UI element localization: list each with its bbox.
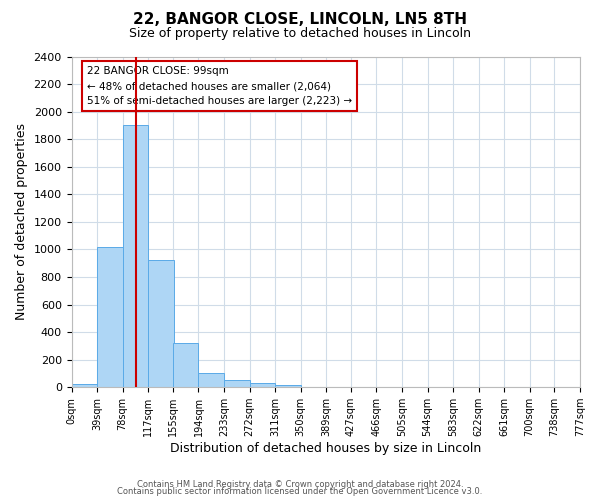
Bar (224, 380, 250, 387)
Y-axis label: Number of detached properties: Number of detached properties (15, 124, 28, 320)
Text: Size of property relative to detached houses in Lincoln: Size of property relative to detached ho… (129, 28, 471, 40)
Bar (148, 260, 173, 387)
Text: Contains HM Land Registry data © Crown copyright and database right 2024.: Contains HM Land Registry data © Crown c… (137, 480, 463, 489)
Bar (199, 373, 224, 387)
Text: 22, BANGOR CLOSE, LINCOLN, LN5 8TH: 22, BANGOR CLOSE, LINCOLN, LN5 8TH (133, 12, 467, 28)
Bar (71, 384, 97, 387)
Bar (275, 385, 301, 387)
Bar (173, 343, 199, 387)
Bar (301, 386, 326, 387)
X-axis label: Distribution of detached houses by size in Lincoln: Distribution of detached houses by size … (170, 442, 481, 455)
Bar (250, 383, 275, 387)
Text: Contains public sector information licensed under the Open Government Licence v3: Contains public sector information licen… (118, 487, 482, 496)
Text: 22 BANGOR CLOSE: 99sqm
← 48% of detached houses are smaller (2,064)
51% of semi-: 22 BANGOR CLOSE: 99sqm ← 48% of detached… (87, 66, 352, 106)
Bar (122, 124, 148, 387)
Bar (97, 246, 122, 387)
